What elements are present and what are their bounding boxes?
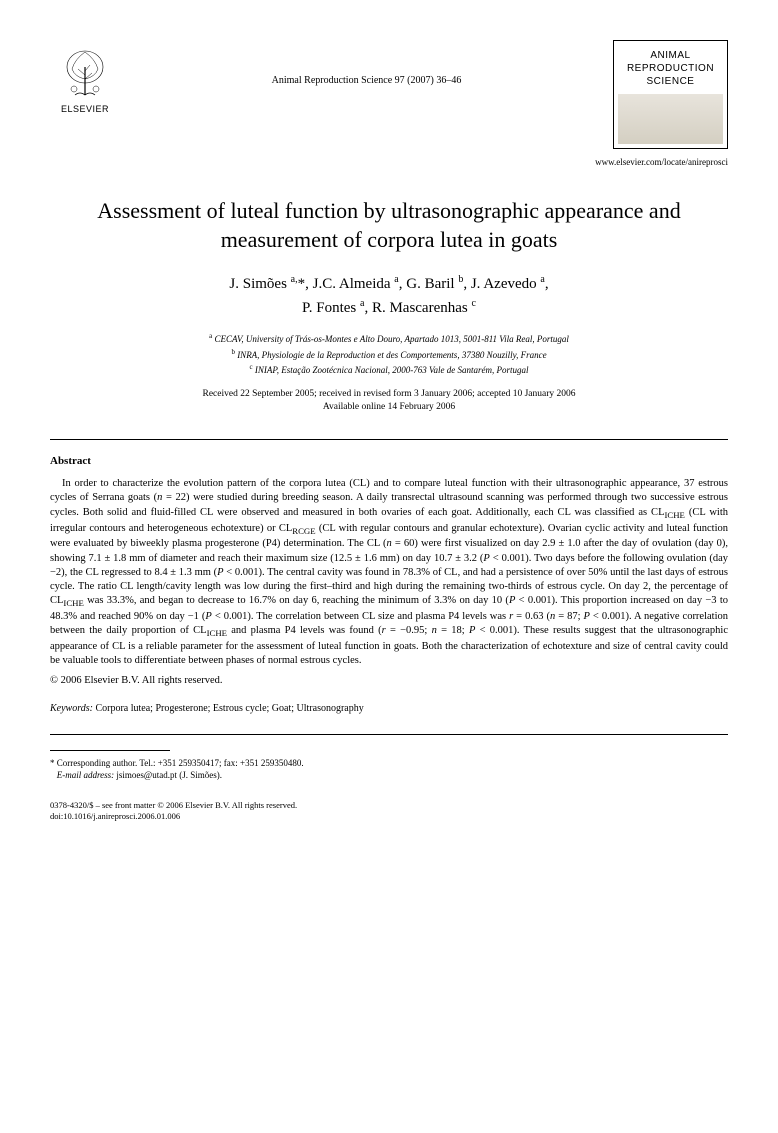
section-divider-bottom <box>50 734 728 735</box>
abstract-body: In order to characterize the evolution p… <box>50 477 728 668</box>
elsevier-tree-icon <box>60 47 110 102</box>
page-footer: 0378-4320/$ – see front matter © 2006 El… <box>50 800 728 822</box>
journal-cover-image <box>618 94 723 144</box>
corresponding-author-footnote: * Corresponding author. Tel.: +351 25935… <box>50 757 728 782</box>
header-row: ELSEVIER Animal Reproduction Science 97 … <box>50 40 728 149</box>
abstract-heading: Abstract <box>50 455 728 467</box>
footnote-divider <box>50 750 170 751</box>
corresponding-email: jsimoes@utad.pt (J. Simões). <box>116 770 222 780</box>
journal-url: www.elsevier.com/locate/anireprosci <box>50 157 728 167</box>
abstract-copyright: © 2006 Elsevier B.V. All rights reserved… <box>50 674 728 688</box>
keywords-text: Corpora lutea; Progesterone; Estrous cyc… <box>95 703 363 714</box>
authors-list: J. Simões a,*, J.C. Almeida a, G. Baril … <box>50 272 728 319</box>
dates-received: Received 22 September 2005; received in … <box>50 388 728 401</box>
footer-doi: doi:10.1016/j.anireprosci.2006.01.006 <box>50 811 728 822</box>
corresponding-tel: * Corresponding author. Tel.: +351 25935… <box>50 757 728 770</box>
footer-copyright: 0378-4320/$ – see front matter © 2006 El… <box>50 800 728 811</box>
journal-cover-box: ANIMALREPRODUCTIONSCIENCE <box>613 40 728 149</box>
section-divider <box>50 439 728 440</box>
keywords: Keywords: Corpora lutea; Progesterone; E… <box>50 703 728 714</box>
elsevier-logo: ELSEVIER <box>50 40 120 120</box>
dates-online: Available online 14 February 2006 <box>50 401 728 414</box>
journal-box-title: ANIMALREPRODUCTIONSCIENCE <box>618 49 723 88</box>
article-title: Assessment of luteal function by ultraso… <box>50 197 728 254</box>
journal-reference: Animal Reproduction Science 97 (2007) 36… <box>120 40 613 86</box>
affiliations: a CECAV, University of Trás-os-Montes e … <box>50 331 728 378</box>
publisher-name: ELSEVIER <box>61 104 109 114</box>
keywords-label: Keywords: <box>50 703 93 714</box>
email-label: E-mail address: <box>57 770 114 780</box>
article-dates: Received 22 September 2005; received in … <box>50 388 728 415</box>
